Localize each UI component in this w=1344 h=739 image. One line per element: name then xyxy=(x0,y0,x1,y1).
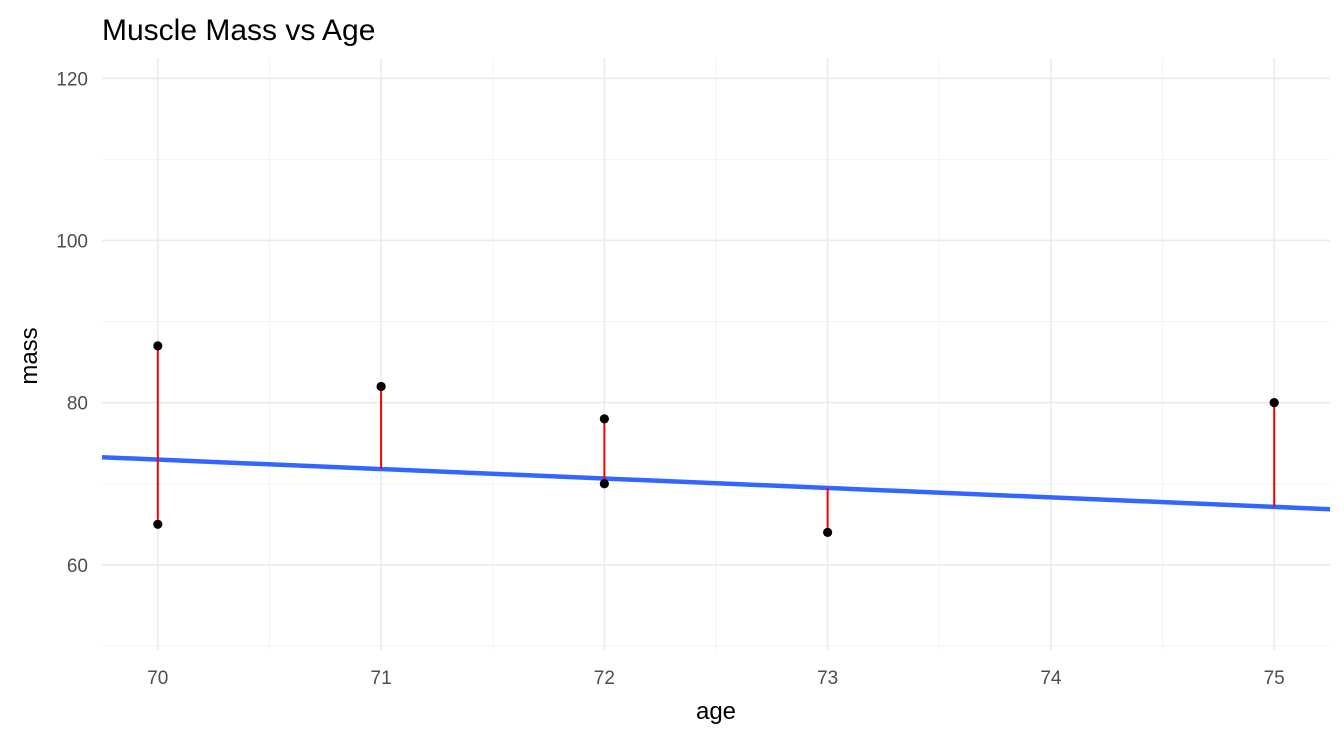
data-points xyxy=(153,341,1279,538)
y-tick-label: 80 xyxy=(67,394,88,415)
data-point xyxy=(599,414,609,424)
x-tick-label: 73 xyxy=(817,668,838,689)
fit-line-layer xyxy=(101,454,1331,512)
major-gridlines xyxy=(102,58,1330,650)
x-tick-label: 75 xyxy=(1264,668,1285,689)
data-point xyxy=(823,527,833,538)
regression-line xyxy=(101,454,1331,512)
y-tick-label: 120 xyxy=(56,69,88,90)
data-point xyxy=(376,381,386,392)
data-point xyxy=(599,479,609,489)
data-point xyxy=(1269,398,1279,408)
data-point xyxy=(153,341,163,351)
x-axis-title: age xyxy=(696,698,736,725)
y-axis-title: mass xyxy=(16,327,43,384)
data-point xyxy=(153,519,163,529)
x-tick-label: 72 xyxy=(594,668,615,689)
x-tick-label: 71 xyxy=(371,668,392,689)
y-tick-label: 100 xyxy=(56,231,88,252)
x-tick-label: 74 xyxy=(1040,668,1062,689)
y-axis-tick-labels: 60 80 100 120 xyxy=(56,69,88,577)
chart-title: Muscle Mass vs Age xyxy=(102,14,375,47)
x-tick-label: 70 xyxy=(147,668,168,689)
x-axis-tick-labels: 70 71 72 73 74 75 xyxy=(147,668,1285,689)
y-tick-label: 60 xyxy=(67,556,88,577)
minor-gridlines xyxy=(102,58,1330,650)
